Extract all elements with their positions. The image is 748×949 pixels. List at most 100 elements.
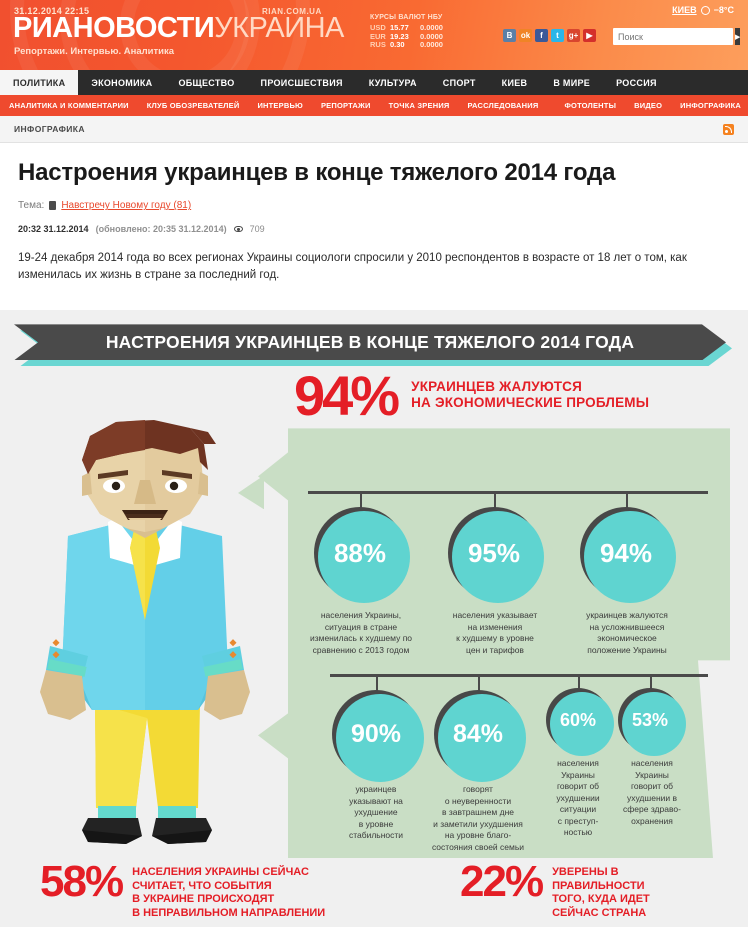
footer-stat-text: НАСЕЛЕНИЯ УКРАИНЫ СЕЙЧАС СЧИТАЕТ, ЧТО СО… [132, 862, 325, 920]
article-theme: Тема: Навстречу Новому году (81) [18, 200, 730, 211]
caption-text: населения Украины, ситуация в стране изм… [309, 610, 413, 655]
logo-light-text: УКРАИНА [214, 12, 344, 44]
connector-rail-bottom [330, 674, 708, 678]
footer-line: УВЕРЕНЫ В [552, 866, 619, 879]
site-domain: RIAN.COM.UA [262, 7, 322, 16]
man-illustration [40, 420, 250, 845]
subnav-item-klub[interactable]: КЛУБ ОБОЗРЕВАТЕЛЕЙ [146, 101, 240, 110]
rate-currency: USD [370, 23, 386, 32]
search-input[interactable] [618, 29, 735, 44]
subnav-item-infografika[interactable]: ИНФОГРАФИКА [680, 101, 741, 110]
rate-row: USD 15.77 0.0000 [370, 23, 443, 33]
footer-stat-value: 58% [40, 857, 124, 907]
footer-stat-58: 58% НАСЕЛЕНИЯ УКРАИНЫ СЕЙЧАС СЧИТАЕТ, ЧТ… [40, 857, 325, 920]
rate-value: 19.23 [390, 31, 409, 41]
connector-drop [626, 494, 628, 509]
breadcrumb[interactable]: ИНФОГРАФИКА [14, 124, 85, 134]
footer-line: ТОГО, КУДА ИДЕТ [552, 893, 650, 906]
nav-item-kultura[interactable]: КУЛЬТУРА [368, 77, 417, 88]
nav-item-rossiya[interactable]: РОССИЯ [616, 77, 657, 88]
nav-item-kiev[interactable]: КИЕВ [501, 77, 528, 88]
footer-line: ПРАВИЛЬНОСТИ [552, 879, 645, 892]
facebook-icon[interactable]: f [535, 29, 548, 42]
site-logo[interactable]: РИАНОВОСТИУКРАИНА [13, 14, 344, 43]
site-tagline: Репортажи. Интервью. Аналитика [14, 46, 175, 57]
theme-link[interactable]: Навстречу Новому году (81) [61, 200, 192, 212]
nav-item-ekonomika[interactable]: ЭКОНОМИКА [91, 77, 153, 88]
caption-text: украинцев указывают на ухудшение в уровн… [348, 784, 404, 841]
stat-caption: населения указывает на изменения к худше… [428, 610, 562, 656]
footer-line: В УКРАИНЕ ПРОИСХОДЯТ [132, 893, 275, 906]
connector-drop [578, 677, 580, 690]
page-title: Настроения украинцев в конце тяжелого 20… [18, 159, 616, 186]
footer-stat-22: 22% УВЕРЕНЫ В ПРАВИЛЬНОСТИ ТОГО, КУДА ИД… [460, 860, 650, 920]
footer-line: НАСЕЛЕНИЯ УКРАИНЫ СЕЙЧАС [132, 866, 309, 879]
stat-circle: 53% [618, 688, 682, 753]
currency-rates-title: КУРСЫ ВАЛЮТ НБУ [370, 14, 443, 21]
theme-label: Тема: [18, 200, 45, 212]
stat-caption: говорят о неуверенности в завтрашнем дне… [414, 784, 542, 853]
subnav-item-analitika[interactable]: АНАЛИТИКА И КОММЕНТАРИИ [9, 101, 129, 110]
connector-drop [376, 677, 378, 692]
site-header: 31.12.2014 22:15 РИАНОВОСТИУКРАИНА Репор… [0, 0, 748, 70]
article-header: Настроения украинцев в конце тяжелого 20… [0, 143, 748, 284]
subnav-item-rassledovaniya[interactable]: РАССЛЕДОВАНИЯ [467, 101, 539, 110]
connector-drop [478, 677, 480, 692]
subnav-item-intervyu[interactable]: ИНТЕРВЬЮ [257, 101, 303, 110]
rate-currency: RUS [370, 40, 386, 49]
headline-line-2: НА ЭКОНОМИЧЕСКИЕ ПРОБЛЕМЫ [411, 395, 650, 411]
header-datetime: 31.12.2014 22:15 [14, 6, 90, 16]
subnav-item-video[interactable]: ВИДЕО [634, 101, 663, 110]
headline-stat: 94% УКРАИНЦЕВ ЖАЛУЮТСЯ НА ЭКОНОМИЧЕСКИЕ … [294, 364, 649, 428]
headline-value: 94% [294, 364, 400, 428]
footer-line: СЕЙЧАС СТРАНА [552, 906, 647, 919]
nav-item-politika[interactable]: ПОЛИТИКА [0, 70, 79, 95]
rate-row: EUR 19.23 0.0000 [370, 31, 443, 42]
stat-circle: 88% [314, 507, 406, 600]
caption-text: говорят о неуверенности в завтрашнем дне… [431, 784, 525, 852]
nav-item-vmire[interactable]: В МИРЕ [553, 77, 591, 88]
stat-circle: 84% [434, 690, 522, 779]
eye-icon [233, 226, 243, 233]
subnav-item-fotolenty[interactable]: ФОТОЛЕНТЫ [564, 101, 617, 110]
googleplus-icon[interactable]: g+ [567, 29, 580, 42]
publish-time: 20:32 31.12.2014 [18, 224, 89, 235]
rate-change: 0.0000 [420, 23, 443, 32]
infographic-banner: НАСТРОЕНИЯ УКРАИНЦЕВ В КОНЦЕ ТЯЖЕЛОГО 20… [14, 324, 734, 366]
connector-drop [360, 494, 362, 509]
weather-city[interactable]: КИЕВ [672, 5, 697, 15]
updated-time: (обновлено: 20:35 31.12.2014) [95, 224, 227, 235]
main-navigation: ПОЛИТИКА ЭКОНОМИКА ОБЩЕСТВО ПРОИСШЕСТВИЯ… [0, 70, 748, 95]
connector-drop [650, 677, 652, 690]
logo-bold-text: РИАНОВОСТИ [13, 12, 215, 44]
caption-text: украинцев жалуются на усложнившееся экон… [586, 610, 668, 655]
vk-icon[interactable]: B [503, 29, 516, 42]
caption-text: населения Украины говорит об ухудшении с… [556, 758, 600, 838]
subnav-item-tochka[interactable]: ТОЧКА ЗРЕНИЯ [388, 101, 450, 110]
search-box: ▶ [613, 28, 741, 45]
connector-drop [494, 494, 496, 509]
article-meta: 20:32 31.12.2014 (обновлено: 20:35 31.12… [18, 224, 730, 234]
currency-rates: КУРСЫ ВАЛЮТ НБУ USD 15.77 0.0000 EUR 19.23 0… [370, 14, 443, 50]
search-submit-button[interactable]: ▶ [735, 28, 741, 45]
headline-text: УКРАИНЦЕВ ЖАЛУЮТСЯ НА ЭКОНОМИЧЕСКИЕ ПРОБ… [411, 370, 649, 411]
odnoklassniki-icon[interactable]: ok [519, 29, 532, 42]
youtube-icon[interactable]: ▶ [583, 29, 596, 42]
stat-circle: 94% [580, 507, 672, 600]
banner-title: НАСТРОЕНИЯ УКРАИНЦЕВ В КОНЦЕ ТЯЖЕЛОГО 20… [105, 331, 635, 352]
banner-band: НАСТРОЕНИЯ УКРАИНЦЕВ В КОНЦЕ ТЯЖЕЛОГО 20… [14, 324, 726, 360]
rss-icon[interactable] [723, 123, 734, 135]
stat-circle: 60% [546, 688, 610, 753]
breadcrumb-bar: ИНФОГРАФИКА [0, 116, 748, 143]
document-icon [49, 201, 57, 211]
article-lead: 19-24 декабря 2014 года во всех регионах… [18, 252, 687, 282]
weather-widget[interactable]: КИЕВ −8°C [672, 5, 734, 15]
nav-item-sport[interactable]: СПОРТ [442, 77, 476, 88]
stat-caption: украинцев указывают на ухудшение в уровн… [316, 784, 436, 842]
subnav-item-reportazhi[interactable]: РЕПОРТАЖИ [320, 101, 371, 110]
nav-item-obshchestvo[interactable]: ОБЩЕСТВО [178, 77, 235, 88]
nav-item-proisshestviya[interactable]: ПРОИСШЕСТВИЯ [260, 77, 343, 88]
weather-temperature: −8°C [713, 5, 734, 15]
twitter-icon[interactable]: t [551, 29, 564, 42]
